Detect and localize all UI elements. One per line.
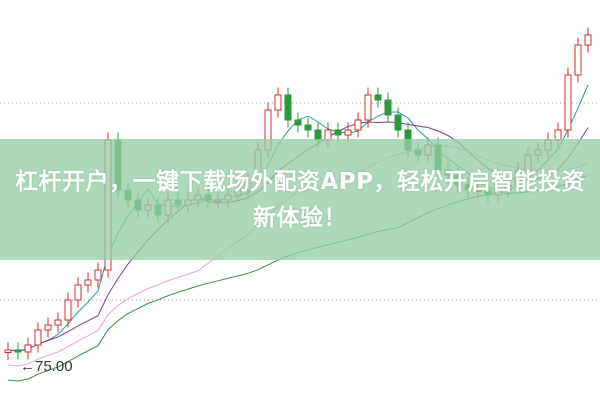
- candle-body: [364, 94, 372, 121]
- candle-body: [584, 34, 592, 46]
- candle-body: [84, 279, 92, 286]
- candle-body: [74, 284, 82, 301]
- candle-body: [54, 319, 62, 326]
- price-annotation: ←75.00: [20, 358, 73, 375]
- candle-body: [574, 44, 582, 76]
- candle-body: [94, 269, 102, 281]
- candle-body: [274, 94, 282, 111]
- arrow-left-icon: ←: [20, 358, 35, 375]
- candle-body: [304, 124, 312, 131]
- candle-body: [44, 324, 52, 331]
- candle-body: [564, 74, 572, 131]
- candle-body: [34, 329, 42, 346]
- title-banner: 杠杆开户，一键下载场外配资APP，轻松开启智能投资新体验！: [0, 139, 600, 260]
- candle-body: [354, 119, 362, 131]
- candle-body: [284, 94, 292, 121]
- candle-body: [14, 349, 22, 353]
- candle-body: [294, 119, 302, 126]
- candle-body: [384, 99, 392, 116]
- candle-body: [4, 349, 12, 353]
- candle-body: [394, 114, 402, 131]
- candle-body: [64, 299, 72, 321]
- candle-body: [344, 129, 352, 136]
- banner-title: 杠杆开户，一键下载场外配资APP，轻松开启智能投资新体验！: [14, 168, 585, 231]
- candle-body: [24, 344, 32, 353]
- candle-body: [334, 129, 342, 136]
- candle-body: [374, 94, 382, 101]
